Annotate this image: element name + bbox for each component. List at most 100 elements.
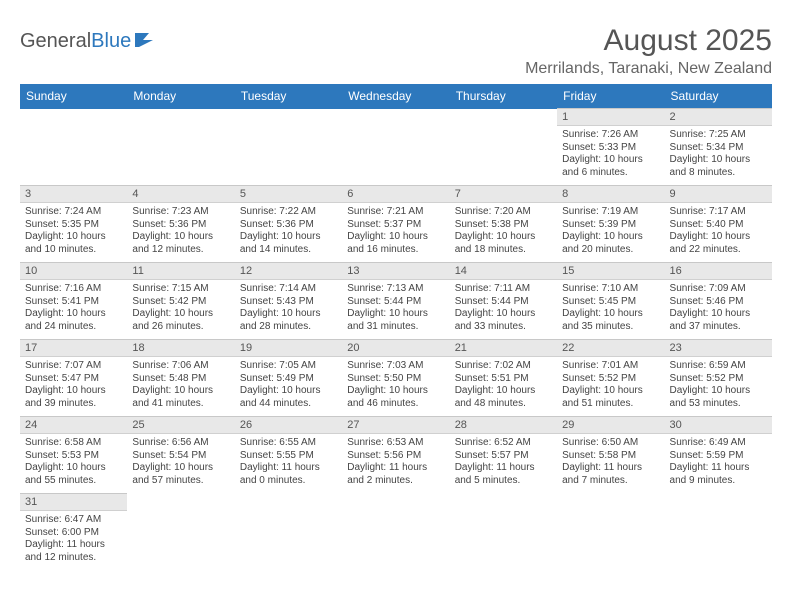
empty-day-number bbox=[342, 109, 449, 126]
day-info-line: Daylight: 10 hours bbox=[240, 308, 337, 321]
day-info-line: and 33 minutes. bbox=[455, 321, 552, 334]
day-info-line: Sunset: 5:56 PM bbox=[347, 450, 444, 463]
brand-name: GeneralBlue bbox=[20, 30, 131, 53]
day-info-line: Sunset: 5:53 PM bbox=[25, 450, 122, 463]
day-info-line: Sunset: 5:39 PM bbox=[562, 219, 659, 232]
day-info-line: Daylight: 10 hours bbox=[25, 385, 122, 398]
day-info-line: and 41 minutes. bbox=[132, 398, 229, 411]
day-info-line: Sunrise: 7:06 AM bbox=[132, 360, 229, 373]
day-info-line: and 55 minutes. bbox=[25, 475, 122, 488]
day-info-line: and 46 minutes. bbox=[347, 398, 444, 411]
day-info-line: and 5 minutes. bbox=[455, 475, 552, 488]
day-info-line: Sunrise: 7:22 AM bbox=[240, 206, 337, 219]
day-number: 8 bbox=[557, 186, 664, 203]
day-info-line: Sunset: 5:36 PM bbox=[240, 219, 337, 232]
empty-day-number bbox=[557, 494, 664, 511]
day-cell: Sunrise: 6:47 AMSunset: 6:00 PMDaylight:… bbox=[20, 511, 127, 571]
day-info-line: Sunrise: 7:19 AM bbox=[562, 206, 659, 219]
day-number: 6 bbox=[342, 186, 449, 203]
day-info-line: Sunset: 5:52 PM bbox=[670, 373, 767, 386]
day-cell: Sunrise: 6:59 AMSunset: 5:52 PMDaylight:… bbox=[665, 357, 772, 417]
day-info-line: and 35 minutes. bbox=[562, 321, 659, 334]
day-cell: Sunrise: 7:13 AMSunset: 5:44 PMDaylight:… bbox=[342, 280, 449, 340]
day-info-line: Daylight: 11 hours bbox=[455, 462, 552, 475]
empty-day-cell bbox=[20, 126, 127, 186]
day-info-line: Daylight: 10 hours bbox=[670, 231, 767, 244]
day-info-line: and 7 minutes. bbox=[562, 475, 659, 488]
day-info-line: Sunset: 5:55 PM bbox=[240, 450, 337, 463]
day-info-line: Daylight: 10 hours bbox=[455, 385, 552, 398]
day-number: 21 bbox=[450, 340, 557, 357]
day-number: 25 bbox=[127, 417, 234, 434]
day-info-line: Sunrise: 7:10 AM bbox=[562, 283, 659, 296]
day-info-line: Daylight: 10 hours bbox=[25, 462, 122, 475]
day-info-line: Sunset: 5:38 PM bbox=[455, 219, 552, 232]
day-number: 27 bbox=[342, 417, 449, 434]
empty-day-number bbox=[20, 109, 127, 126]
day-info-line: and 26 minutes. bbox=[132, 321, 229, 334]
day-info-line: Daylight: 10 hours bbox=[25, 308, 122, 321]
day-number: 29 bbox=[557, 417, 664, 434]
day-info-line: and 0 minutes. bbox=[240, 475, 337, 488]
day-info-line: Sunset: 5:37 PM bbox=[347, 219, 444, 232]
day-number: 13 bbox=[342, 263, 449, 280]
day-number: 19 bbox=[235, 340, 342, 357]
empty-day-number bbox=[450, 109, 557, 126]
day-info-line: Sunset: 5:33 PM bbox=[562, 142, 659, 155]
day-cell: Sunrise: 7:23 AMSunset: 5:36 PMDaylight:… bbox=[127, 203, 234, 263]
day-info-line: Sunset: 5:46 PM bbox=[670, 296, 767, 309]
day-info-line: Daylight: 11 hours bbox=[25, 539, 122, 552]
day-info-row: Sunrise: 7:24 AMSunset: 5:35 PMDaylight:… bbox=[20, 203, 772, 263]
day-info-line: and 18 minutes. bbox=[455, 244, 552, 257]
day-info-line: Sunrise: 7:20 AM bbox=[455, 206, 552, 219]
day-info-line: Sunset: 5:49 PM bbox=[240, 373, 337, 386]
day-info-line: and 24 minutes. bbox=[25, 321, 122, 334]
empty-day-cell bbox=[342, 511, 449, 571]
day-info-line: and 39 minutes. bbox=[25, 398, 122, 411]
day-info-line: Sunrise: 7:14 AM bbox=[240, 283, 337, 296]
brand-name-a: General bbox=[20, 30, 91, 52]
day-info-line: Sunrise: 7:13 AM bbox=[347, 283, 444, 296]
day-info-line: Daylight: 10 hours bbox=[240, 385, 337, 398]
day-info-line: Daylight: 10 hours bbox=[562, 154, 659, 167]
weekday-header: Tuesday bbox=[235, 84, 342, 109]
day-info-line: and 8 minutes. bbox=[670, 167, 767, 180]
title-block: August 2025 Merrilands, Taranaki, New Ze… bbox=[525, 24, 772, 78]
day-info-row: Sunrise: 7:26 AMSunset: 5:33 PMDaylight:… bbox=[20, 126, 772, 186]
day-info-line: Sunrise: 7:02 AM bbox=[455, 360, 552, 373]
day-info-line: Daylight: 10 hours bbox=[347, 308, 444, 321]
day-info-line: Sunrise: 7:07 AM bbox=[25, 360, 122, 373]
day-info-line: Sunrise: 6:49 AM bbox=[670, 437, 767, 450]
day-info-line: Sunrise: 6:58 AM bbox=[25, 437, 122, 450]
weekday-header: Thursday bbox=[450, 84, 557, 109]
day-info-line: Sunrise: 7:23 AM bbox=[132, 206, 229, 219]
calendar-body: 12Sunrise: 7:26 AMSunset: 5:33 PMDayligh… bbox=[20, 109, 772, 571]
day-info-line: Daylight: 10 hours bbox=[670, 385, 767, 398]
day-cell: Sunrise: 7:24 AMSunset: 5:35 PMDaylight:… bbox=[20, 203, 127, 263]
day-info-line: Daylight: 11 hours bbox=[240, 462, 337, 475]
empty-day-cell bbox=[557, 511, 664, 571]
day-info-line: Sunset: 5:41 PM bbox=[25, 296, 122, 309]
empty-day-number bbox=[127, 494, 234, 511]
day-cell: Sunrise: 6:50 AMSunset: 5:58 PMDaylight:… bbox=[557, 434, 664, 494]
day-info-line: Sunrise: 7:17 AM bbox=[670, 206, 767, 219]
day-info-line: and 12 minutes. bbox=[25, 552, 122, 565]
day-cell: Sunrise: 7:10 AMSunset: 5:45 PMDaylight:… bbox=[557, 280, 664, 340]
month-title: August 2025 bbox=[525, 24, 772, 58]
day-number: 20 bbox=[342, 340, 449, 357]
day-cell: Sunrise: 7:20 AMSunset: 5:38 PMDaylight:… bbox=[450, 203, 557, 263]
day-number: 18 bbox=[127, 340, 234, 357]
day-info-line: Sunrise: 7:25 AM bbox=[670, 129, 767, 142]
day-number: 11 bbox=[127, 263, 234, 280]
day-cell: Sunrise: 7:06 AMSunset: 5:48 PMDaylight:… bbox=[127, 357, 234, 417]
day-number: 3 bbox=[20, 186, 127, 203]
day-number-row: 31 bbox=[20, 494, 772, 511]
day-number: 28 bbox=[450, 417, 557, 434]
weekday-header: Sunday bbox=[20, 84, 127, 109]
day-number: 5 bbox=[235, 186, 342, 203]
day-info-line: Sunset: 5:52 PM bbox=[562, 373, 659, 386]
day-cell: Sunrise: 7:01 AMSunset: 5:52 PMDaylight:… bbox=[557, 357, 664, 417]
day-info-line: Sunset: 5:42 PM bbox=[132, 296, 229, 309]
day-number-row: 12 bbox=[20, 109, 772, 126]
weekday-header: Friday bbox=[557, 84, 664, 109]
